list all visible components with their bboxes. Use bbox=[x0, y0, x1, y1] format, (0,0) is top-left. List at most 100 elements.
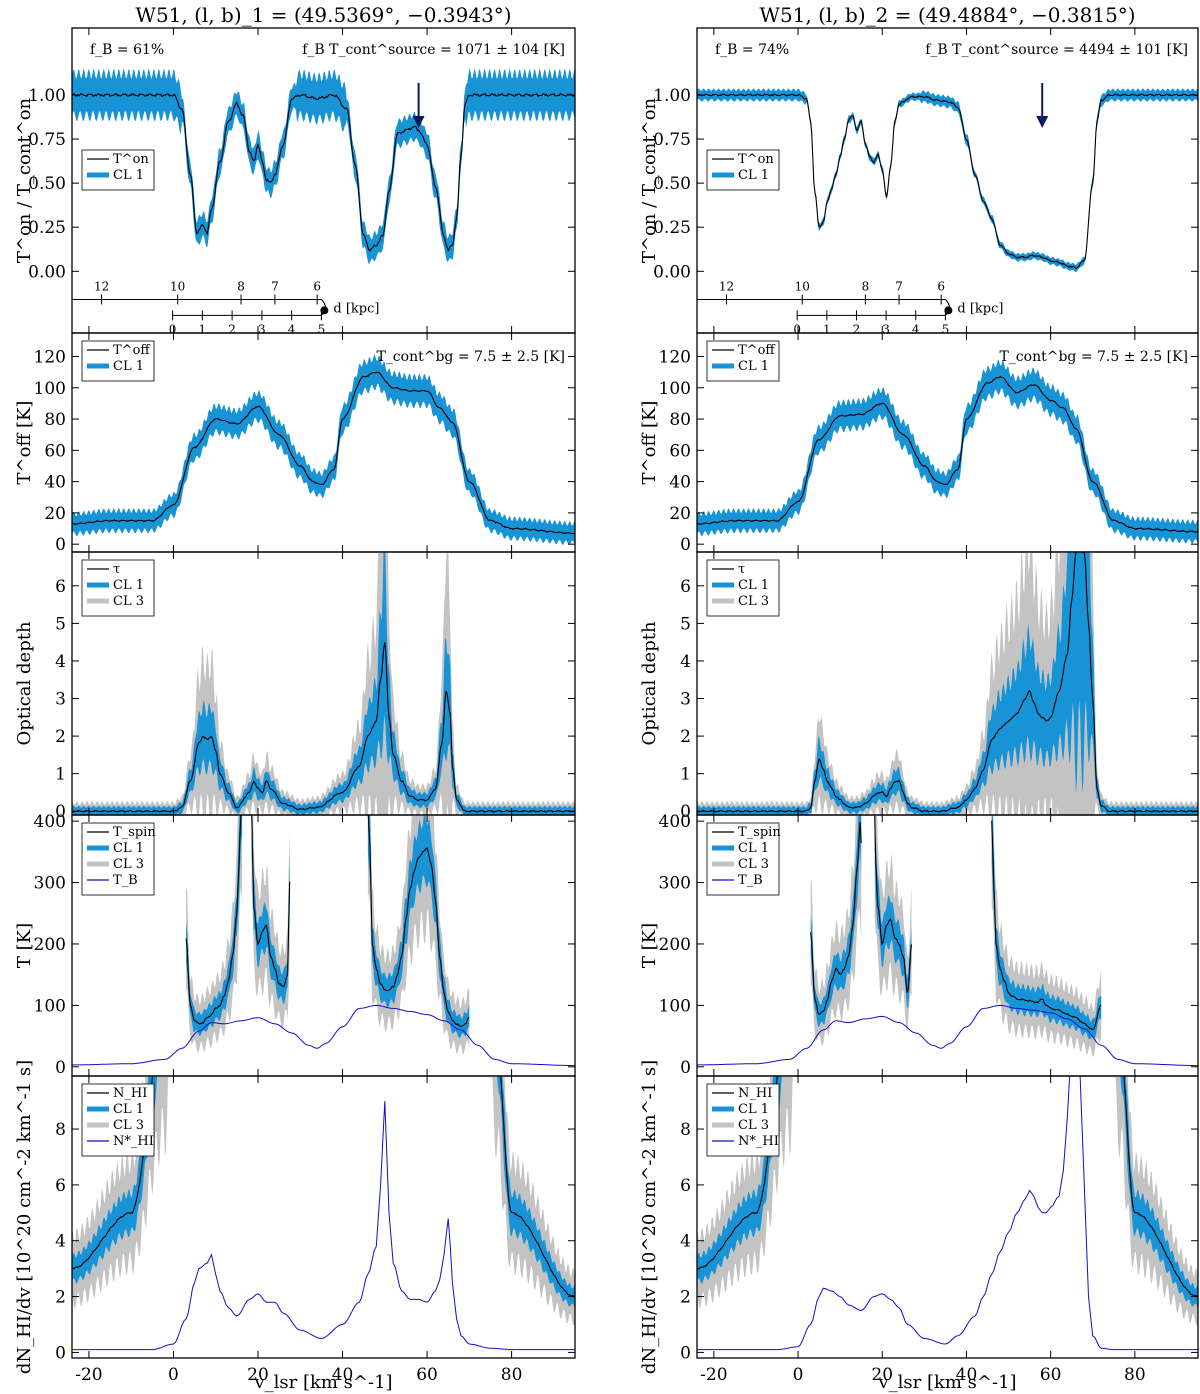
y-tick-label: 0 bbox=[55, 1058, 66, 1078]
y-tick-label: 1 bbox=[680, 765, 691, 785]
y-tick-label: 40 bbox=[44, 473, 66, 493]
y-axis-label: T [K] bbox=[14, 923, 35, 968]
y-tick-label: 2 bbox=[55, 727, 66, 747]
y-tick-label: 0.75 bbox=[653, 130, 691, 150]
legend-label: CL 1 bbox=[113, 1102, 144, 1117]
y-tick-label: 4 bbox=[55, 1232, 66, 1252]
y-tick-label: 20 bbox=[44, 504, 66, 524]
y-tick-label: 6 bbox=[680, 577, 691, 597]
cl1-band bbox=[251, 815, 290, 1004]
legend-label: T^on bbox=[113, 152, 149, 167]
plot-area bbox=[697, 88, 1198, 273]
y-tick-label: 8 bbox=[680, 1120, 691, 1140]
main-series-line bbox=[251, 815, 291, 988]
legend-label: CL 3 bbox=[113, 1118, 144, 1133]
legend-label: τ bbox=[113, 562, 120, 577]
distance-near-label: 4 bbox=[912, 322, 920, 336]
cl1-band bbox=[991, 815, 1102, 1040]
x-tick-label: 80 bbox=[1124, 1365, 1146, 1385]
y-axis-label: T [K] bbox=[639, 923, 660, 968]
plot-area bbox=[72, 354, 575, 545]
y-tick-label: 80 bbox=[44, 410, 66, 430]
plot-area bbox=[72, 1076, 575, 1351]
arrow-marker-head bbox=[412, 116, 425, 128]
legend-label: CL 1 bbox=[113, 841, 144, 856]
x-axis-label: v_lsr [km s^-1] bbox=[877, 1372, 1016, 1393]
legend-box bbox=[706, 340, 780, 382]
y-tick-label: 0 bbox=[680, 535, 691, 555]
y-tick-label: 4 bbox=[680, 1232, 691, 1252]
distance-far-label: 7 bbox=[271, 280, 279, 294]
y-tick-label: 5 bbox=[55, 614, 66, 634]
legend-label: CL 1 bbox=[738, 359, 769, 374]
cl1-band bbox=[697, 359, 1198, 544]
y-tick-label: 0.25 bbox=[653, 218, 691, 238]
source-cont-annotation: f_B T_cont^source = 4494 ± 101 [K] bbox=[925, 42, 1188, 58]
fb-annotation: f_B = 74% bbox=[715, 42, 789, 58]
plot-area bbox=[72, 815, 575, 1067]
y-tick-label: 0 bbox=[680, 1058, 691, 1078]
distance-unit-label: d [kpc] bbox=[333, 301, 379, 316]
legend-label: CL 1 bbox=[113, 168, 144, 183]
distance-far-label: 10 bbox=[795, 280, 810, 294]
y-tick-label: 100 bbox=[659, 996, 691, 1016]
cl1-band bbox=[874, 815, 912, 1009]
reference-series-line bbox=[72, 1004, 575, 1067]
legend-label: N_HI bbox=[113, 1086, 147, 1101]
distance-near-label: 5 bbox=[318, 322, 326, 336]
panel-tau-col1: 0 1 2 3 4 5 6 Optical depth τCL 1CL 3 bbox=[14, 551, 576, 822]
legend-label: CL 3 bbox=[738, 594, 769, 609]
legend-label: T_spin bbox=[113, 825, 156, 840]
distance-far-label: 12 bbox=[719, 280, 734, 294]
y-tick-label: 3 bbox=[680, 690, 691, 710]
legend-label: T^off bbox=[113, 343, 151, 358]
plot-area bbox=[697, 815, 1198, 1067]
y-axis-label: Optical depth bbox=[14, 621, 35, 745]
y-tick-label: 100 bbox=[34, 379, 66, 399]
y-tick-label: 300 bbox=[659, 874, 691, 894]
distance-far-label: 6 bbox=[313, 280, 321, 294]
distance-far-label: 7 bbox=[895, 280, 903, 294]
distance-near-label: 0 bbox=[793, 322, 801, 336]
y-axis-label: T^on / T_cont^on bbox=[14, 97, 35, 263]
reference-series-line bbox=[72, 1101, 575, 1351]
main-series-line bbox=[697, 93, 1198, 269]
main-series-line bbox=[991, 820, 1102, 1031]
distance-origin-dot bbox=[320, 306, 329, 315]
legend-label: τ bbox=[738, 562, 745, 577]
y-tick-label: 0 bbox=[55, 802, 66, 822]
distance-unit-label: d [kpc] bbox=[957, 301, 1003, 316]
plot-area bbox=[697, 552, 1198, 815]
bg-cont-annotation: T_cont^bg = 7.5 ± 2.5 [K] bbox=[999, 349, 1188, 365]
legend-label: CL 3 bbox=[113, 594, 144, 609]
x-tick-label: 40 bbox=[956, 1365, 978, 1385]
x-tick-label: -20 bbox=[75, 1365, 102, 1385]
cl1-band bbox=[367, 815, 470, 1038]
y-tick-label: 120 bbox=[659, 347, 691, 367]
distance-far-label: 12 bbox=[94, 280, 109, 294]
y-tick-label: 4 bbox=[55, 652, 66, 672]
y-tick-label: 400 bbox=[34, 812, 66, 832]
panel-frame bbox=[696, 1075, 1199, 1359]
main-series-line bbox=[367, 815, 470, 1027]
main-series-line bbox=[72, 92, 575, 253]
legend-label: T^on bbox=[738, 152, 774, 167]
y-axis-label: T^off [K] bbox=[14, 401, 35, 485]
y-tick-label: 120 bbox=[34, 347, 66, 367]
y-tick-label: 200 bbox=[34, 935, 66, 955]
x-tick-label: 60 bbox=[1040, 1365, 1062, 1385]
legend-label: CL 1 bbox=[113, 359, 144, 374]
legend-label: N_HI bbox=[738, 1086, 772, 1101]
panel-nhi-col1: 0 2 4 6 8 -20 0 20 40 60 80 dN_HI/dv [10^20 cm^-2 k… bbox=[14, 1060, 576, 1385]
y-tick-label: 2 bbox=[680, 1288, 691, 1308]
legend-label: CL 1 bbox=[738, 1102, 769, 1117]
y-axis-label: T^off [K] bbox=[639, 401, 660, 485]
legend-label: T_B bbox=[738, 873, 763, 888]
column-title: W51, (l, b)_1 = (49.5369°, −0.3943°) bbox=[135, 3, 511, 27]
cl1-band bbox=[72, 68, 575, 265]
y-tick-label: 40 bbox=[669, 473, 691, 493]
